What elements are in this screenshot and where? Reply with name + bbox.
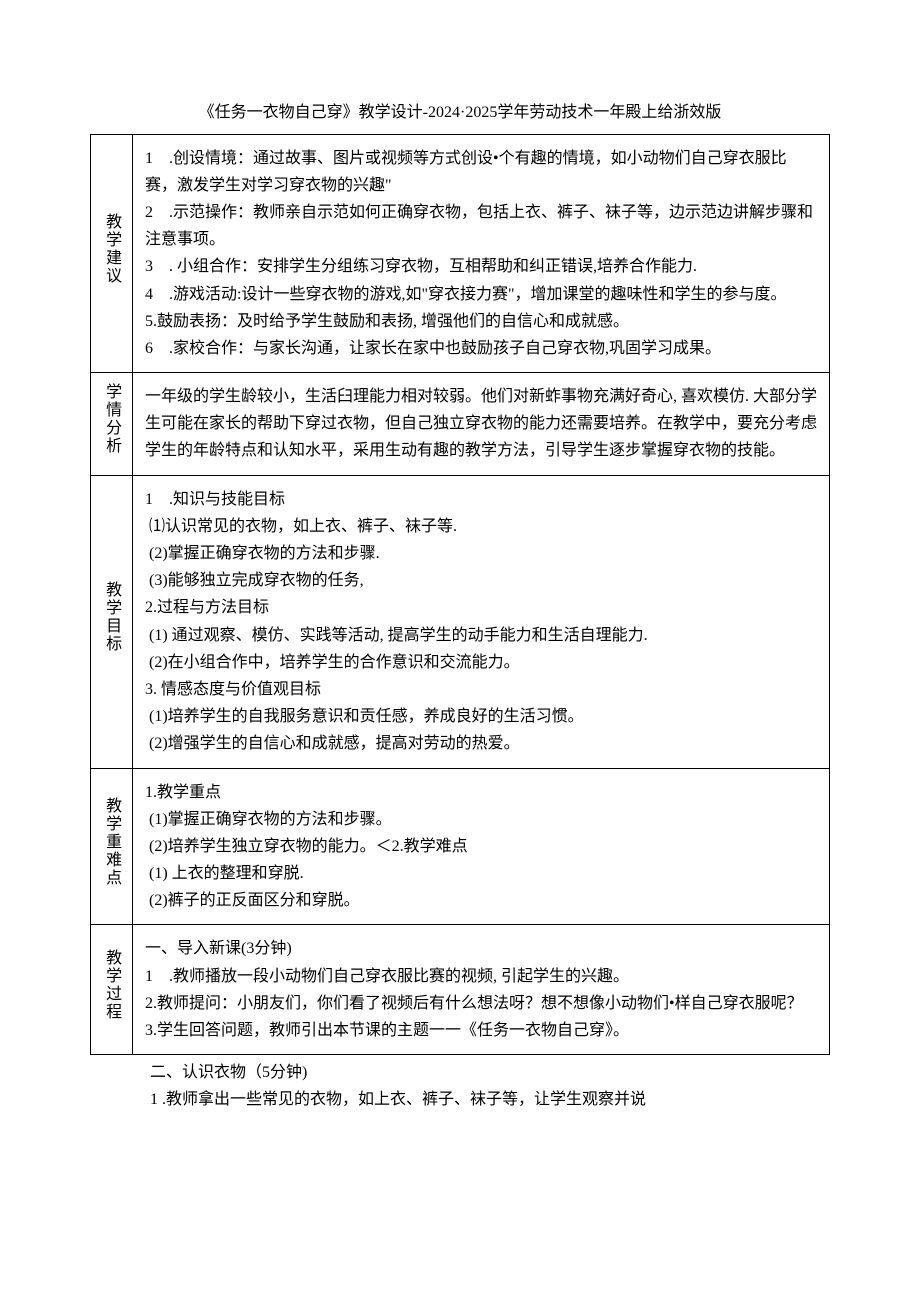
row-label-cell: 教学过程 (91, 925, 133, 1055)
row-content: 1 .知识与技能目标 ⑴认识常见的衣物，如上衣、裤子、袜子等. (2)掌握正确穿… (145, 486, 817, 758)
row-label: 教学目标 (98, 581, 125, 653)
row-label-cell: 教学重难点 (91, 768, 133, 925)
row-label: 学情分析 (98, 383, 125, 455)
row-content-cell: 一、导入新课(3分钟) 1 .教师播放一段小动物们自己穿衣服比赛的视频, 引起学… (133, 925, 830, 1055)
row-label: 教学过程 (98, 949, 125, 1021)
row-content-cell: 1 .创设情境：通过故事、图片或视频等方式创设•个有趣的情境，如小动物们自己穿衣… (133, 134, 830, 373)
table-row: 教学目标 1 .知识与技能目标 ⑴认识常见的衣物，如上衣、裤子、袜子等. (2)… (91, 475, 830, 768)
row-content-cell: 1.教学重点 (1)掌握正确穿衣物的方法和步骤。 (2)培养学生独立穿衣物的能力… (133, 768, 830, 925)
table-row: 教学过程 一、导入新课(3分钟) 1 .教师播放一段小动物们自己穿衣服比赛的视频… (91, 925, 830, 1055)
lesson-plan-table: 教学建议 1 .创设情境：通过故事、图片或视频等方式创设•个有趣的情境，如小动物… (90, 134, 830, 1056)
row-label-cell: 教学目标 (91, 475, 133, 768)
row-label: 教学建议 (98, 213, 125, 285)
row-label-cell: 学情分析 (91, 373, 133, 476)
table-row: 教学重难点 1.教学重点 (1)掌握正确穿衣物的方法和步骤。 (2)培养学生独立… (91, 768, 830, 925)
row-content: 一年级的学生龄较小，生活臼理能力相对较弱。他们对新蚱事物充满好奇心, 喜欢模仿.… (145, 383, 817, 465)
row-content: 1 .创设情境：通过故事、图片或视频等方式创设•个有趣的情境，如小动物们自己穿衣… (145, 145, 817, 363)
table-row: 教学建议 1 .创设情境：通过故事、图片或视频等方式创设•个有趣的情境，如小动物… (91, 134, 830, 373)
row-content: 一、导入新课(3分钟) 1 .教师播放一段小动物们自己穿衣服比赛的视频, 引起学… (145, 935, 817, 1044)
below-table-text: 二、认识衣物（5分钟) 1 .教师拿出一些常见的衣物，如上衣、裤子、袜子等，让学… (90, 1055, 830, 1113)
row-content-cell: 1 .知识与技能目标 ⑴认识常见的衣物，如上衣、裤子、袜子等. (2)掌握正确穿… (133, 475, 830, 768)
row-label-cell: 教学建议 (91, 134, 133, 373)
page: 《任务一衣物自己穿》教学设计-2024·2025学年劳动技术一年殿上给浙效版 教… (0, 0, 920, 1154)
row-content-cell: 一年级的学生龄较小，生活臼理能力相对较弱。他们对新蚱事物充满好奇心, 喜欢模仿.… (133, 373, 830, 476)
row-label: 教学重难点 (98, 797, 125, 887)
page-title: 《任务一衣物自己穿》教学设计-2024·2025学年劳动技术一年殿上给浙效版 (90, 100, 830, 126)
row-content: 1.教学重点 (1)掌握正确穿衣物的方法和步骤。 (2)培养学生独立穿衣物的能力… (145, 779, 817, 915)
table-row: 学情分析 一年级的学生龄较小，生活臼理能力相对较弱。他们对新蚱事物充满好奇心, … (91, 373, 830, 476)
